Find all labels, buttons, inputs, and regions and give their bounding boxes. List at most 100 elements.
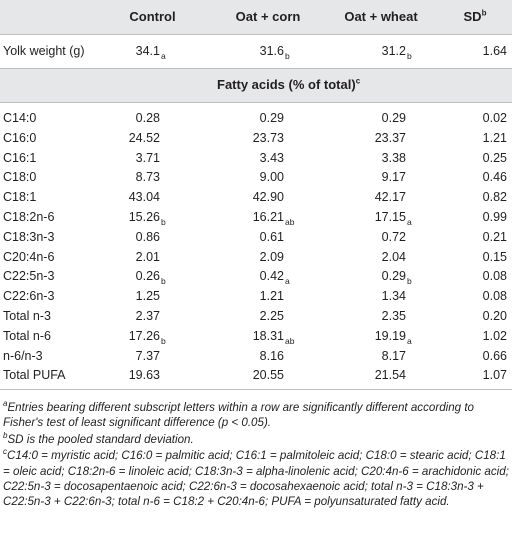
footnote-a: aEntries bearing different subscript let… xyxy=(3,400,509,431)
header-sd-footnote-mark: b xyxy=(481,8,487,18)
cell-sd: 0.46 xyxy=(482,170,507,184)
cell-oat-corn: 9.00 xyxy=(259,170,284,184)
cell-control-sub: b xyxy=(161,336,166,346)
cell-sd: 0.25 xyxy=(482,151,507,165)
section-band xyxy=(0,68,512,102)
header-control: Control xyxy=(129,9,176,24)
yolk-oat-corn: 31.6 xyxy=(259,44,284,58)
rule-top xyxy=(0,34,512,35)
cell-control: 0.26 xyxy=(135,269,160,283)
cell-control: 19.63 xyxy=(128,368,160,382)
cell-oat-wheat: 0.29 xyxy=(381,269,406,283)
footnote-c-text: C14:0 = myristic acid; C16:0 = palmitic … xyxy=(3,449,509,509)
rule-bottom xyxy=(0,389,512,390)
yolk-control-sub: a xyxy=(161,51,166,61)
header-sd-label: SD xyxy=(463,9,482,24)
footnote-a-mark: a xyxy=(3,399,8,409)
cell-sd: 0.20 xyxy=(482,309,507,323)
footnote-c: cC14:0 = myristic acid; C16:0 = palmitic… xyxy=(3,448,509,510)
cell-sd: 0.66 xyxy=(482,349,507,363)
header-sd: SDb xyxy=(440,9,510,25)
cell-oat-corn: 3.43 xyxy=(259,151,284,165)
row-label: C14:0 xyxy=(3,111,37,125)
cell-oat-corn: 2.25 xyxy=(259,309,284,323)
cell-oat-corn-sub: ab xyxy=(285,217,295,227)
cell-control: 3.71 xyxy=(135,151,160,165)
yolk-sd: 1.64 xyxy=(482,44,507,58)
cell-oat-corn: 16.21 xyxy=(252,210,284,224)
cell-oat-corn: 2.09 xyxy=(259,250,284,264)
cell-oat-corn: 0.61 xyxy=(259,230,284,244)
row-label: C22:6n-3 xyxy=(3,289,55,303)
cell-control-sub: b xyxy=(161,276,166,286)
cell-sd: 0.82 xyxy=(482,190,507,204)
cell-oat-wheat: 1.34 xyxy=(381,289,406,303)
cell-oat-wheat: 17.15 xyxy=(374,210,406,224)
cell-oat-wheat-sub: b xyxy=(407,276,412,286)
row-label: n-6/n-3 xyxy=(3,349,43,363)
cell-oat-wheat-sub: a xyxy=(407,217,412,227)
yolk-weight-label: Yolk weight (g) xyxy=(3,44,85,58)
footnote-b: bSD is the pooled standard deviation. xyxy=(3,430,509,447)
cell-oat-corn: 18.31 xyxy=(252,329,284,343)
cell-control: 0.28 xyxy=(135,111,160,125)
cell-oat-corn: 20.55 xyxy=(252,368,284,382)
yolk-oat-wheat-sub: b xyxy=(407,51,412,61)
cell-oat-wheat: 0.29 xyxy=(381,111,406,125)
cell-sd: 0.08 xyxy=(482,269,507,283)
cell-sd: 1.02 xyxy=(482,329,507,343)
cell-control: 24.52 xyxy=(128,131,160,145)
cell-sd: 0.21 xyxy=(482,230,507,244)
cell-oat-wheat: 3.38 xyxy=(381,151,406,165)
cell-oat-corn-sub: ab xyxy=(285,336,295,346)
cell-oat-wheat: 19.19 xyxy=(374,329,406,343)
cell-oat-wheat: 9.17 xyxy=(381,170,406,184)
footnote-a-text: Entries bearing different subscript lett… xyxy=(3,401,475,430)
cell-control: 2.01 xyxy=(135,250,160,264)
cell-control: 1.25 xyxy=(135,289,160,303)
rule-section xyxy=(0,102,512,103)
section-title-footnote-mark: c xyxy=(355,76,361,86)
row-label: Total n-6 xyxy=(3,329,51,343)
section-title: Fatty acids (% of total)c xyxy=(217,77,360,93)
row-label: C16:0 xyxy=(3,131,37,145)
row-label: C16:1 xyxy=(3,151,37,165)
cell-oat-corn: 0.42 xyxy=(259,269,284,283)
header-band xyxy=(0,0,512,34)
cell-sd: 0.15 xyxy=(482,250,507,264)
row-label: C22:5n-3 xyxy=(3,269,55,283)
cell-control: 7.37 xyxy=(135,349,160,363)
cell-sd: 1.21 xyxy=(482,131,507,145)
row-label: C18:2n-6 xyxy=(3,210,55,224)
cell-oat-wheat: 21.54 xyxy=(374,368,406,382)
cell-control: 15.26 xyxy=(128,210,160,224)
cell-oat-corn: 42.90 xyxy=(252,190,284,204)
row-label: C18:0 xyxy=(3,170,37,184)
footnote-b-mark: b xyxy=(3,430,8,440)
cell-sd: 0.08 xyxy=(482,289,507,303)
cell-sd: 1.07 xyxy=(482,368,507,382)
rule-yolk xyxy=(0,68,512,69)
cell-oat-wheat-sub: a xyxy=(407,336,412,346)
footnotes: aEntries bearing different subscript let… xyxy=(3,400,509,511)
cell-oat-wheat: 2.04 xyxy=(381,250,406,264)
section-title-text: Fatty acids (% of total) xyxy=(217,77,356,92)
footnote-c-mark: c xyxy=(3,447,7,457)
cell-control: 43.04 xyxy=(128,190,160,204)
cell-control: 8.73 xyxy=(135,170,160,184)
cell-control: 2.37 xyxy=(135,309,160,323)
cell-oat-corn: 1.21 xyxy=(259,289,284,303)
yolk-control: 34.1 xyxy=(135,44,160,58)
yolk-oat-corn-sub: b xyxy=(285,51,290,61)
cell-oat-corn: 23.73 xyxy=(252,131,284,145)
row-label: Total PUFA xyxy=(3,368,66,382)
yolk-oat-wheat: 31.2 xyxy=(381,44,406,58)
header-oat-corn: Oat + corn xyxy=(235,9,301,24)
cell-oat-wheat: 2.35 xyxy=(381,309,406,323)
cell-oat-wheat: 23.37 xyxy=(374,131,406,145)
header-oat-wheat: Oat + wheat xyxy=(344,9,418,24)
cell-control: 0.86 xyxy=(135,230,160,244)
footnote-b-text: SD is the pooled standard deviation. xyxy=(7,432,194,446)
row-label: Total n-3 xyxy=(3,309,51,323)
cell-control: 17.26 xyxy=(128,329,160,343)
